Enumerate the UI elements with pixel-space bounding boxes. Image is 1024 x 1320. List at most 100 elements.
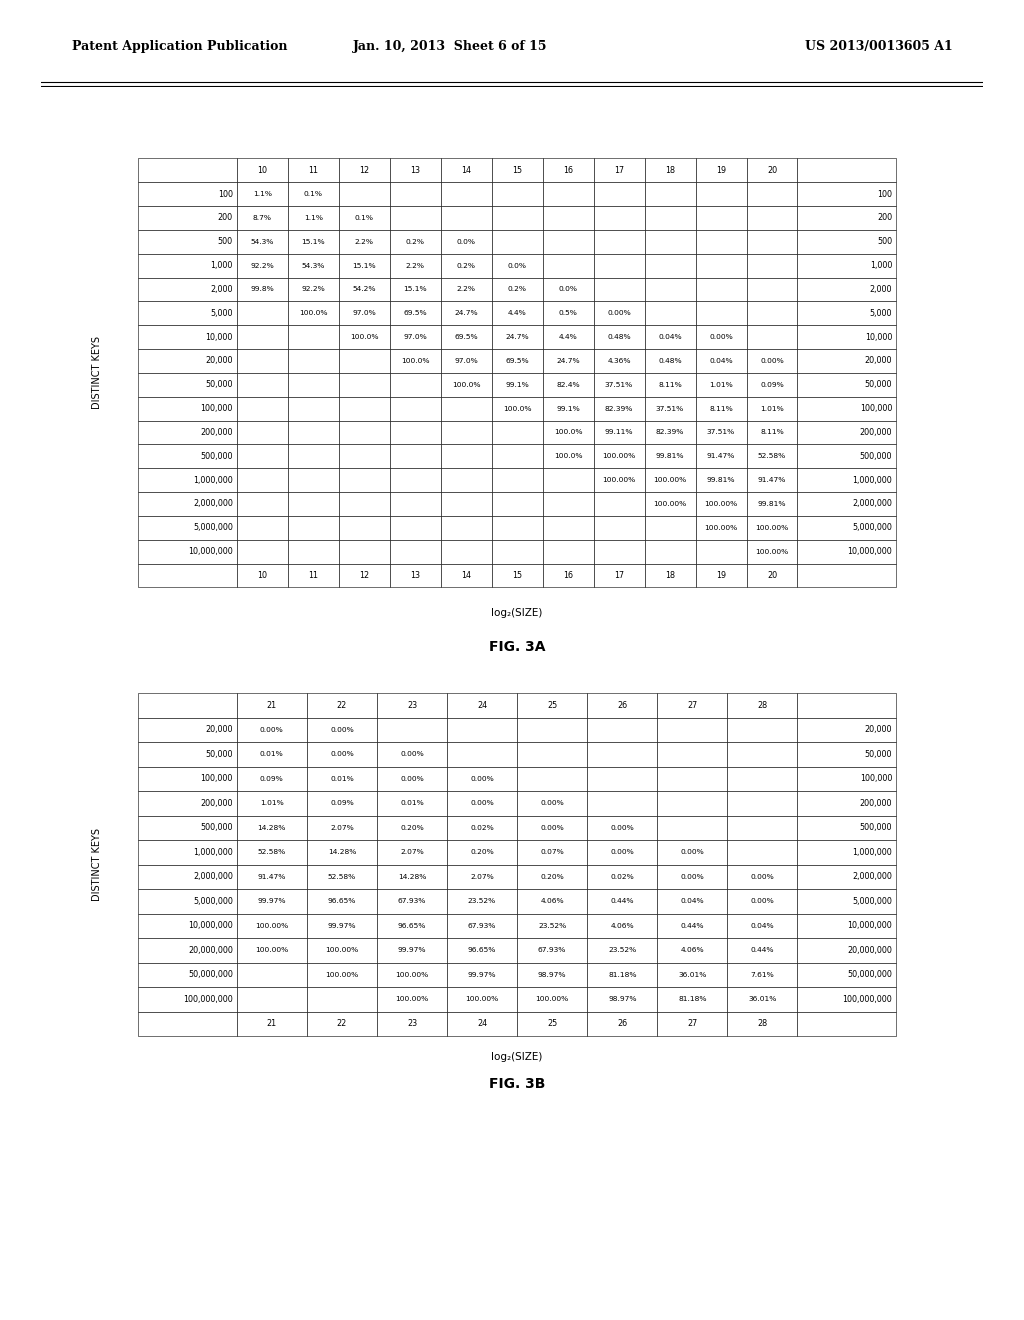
Bar [390,182,440,206]
Bar [377,962,447,987]
Text: 50,000: 50,000 [206,380,233,389]
Text: 1.1%: 1.1% [304,215,323,220]
Bar [727,693,798,718]
Bar [746,564,798,587]
Text: 99.8%: 99.8% [250,286,274,293]
Bar [657,742,727,767]
Text: 100.00%: 100.00% [326,972,358,978]
Text: 1,000: 1,000 [869,261,892,271]
Text: US 2013/0013605 A1: US 2013/0013605 A1 [805,40,952,53]
Text: 100.00%: 100.00% [705,502,737,507]
Text: 15.1%: 15.1% [301,239,325,244]
Bar [746,348,798,372]
Bar [138,445,237,469]
Text: 99.97%: 99.97% [258,899,286,904]
Bar [798,421,896,445]
Bar [447,791,517,816]
Text: 81.18%: 81.18% [678,997,707,1002]
Bar [440,348,492,372]
Bar [138,230,237,253]
Text: 10,000,000: 10,000,000 [188,921,233,931]
Text: 99.81%: 99.81% [655,453,684,459]
Text: 0.09%: 0.09% [330,800,353,807]
Text: 200,000: 200,000 [201,428,233,437]
Bar [798,791,896,816]
Bar [644,492,695,516]
Text: 25: 25 [547,701,557,710]
Bar [138,840,237,865]
Text: 0.00%: 0.00% [681,874,705,880]
Bar [798,325,896,348]
Bar [492,397,543,421]
Text: 96.65%: 96.65% [468,948,497,953]
Text: 100.00%: 100.00% [536,997,568,1002]
Bar [447,987,517,1011]
Bar [492,158,543,182]
Text: 100: 100 [218,190,233,198]
Bar [440,492,492,516]
Bar [594,469,644,492]
Bar [594,397,644,421]
Bar [440,421,492,445]
Text: 2.07%: 2.07% [400,849,424,855]
Bar [138,348,237,372]
Bar [138,564,237,587]
Bar [237,492,288,516]
Text: 82.4%: 82.4% [556,381,580,388]
Bar [492,206,543,230]
Bar [138,516,237,540]
Text: 67.93%: 67.93% [468,923,497,929]
Text: 0.44%: 0.44% [681,923,705,929]
Text: 92.2%: 92.2% [301,286,325,293]
Bar [440,372,492,397]
Bar [798,742,896,767]
Text: 2,000,000: 2,000,000 [194,873,233,882]
Bar [138,1011,237,1036]
Bar [594,206,644,230]
Bar [798,469,896,492]
Text: 20,000: 20,000 [206,356,233,366]
Bar [798,277,896,301]
Bar [657,865,727,890]
Bar [594,253,644,277]
Bar [307,1011,377,1036]
Bar [543,540,594,564]
Text: 100.00%: 100.00% [395,972,429,978]
Text: 18: 18 [665,166,675,174]
Bar [594,372,644,397]
Bar [440,182,492,206]
Text: 0.00%: 0.00% [681,849,705,855]
Text: 0.48%: 0.48% [607,334,631,341]
Text: DISTINCT KEYS: DISTINCT KEYS [91,828,101,902]
Bar [657,939,727,962]
Text: 92.2%: 92.2% [250,263,274,269]
Bar [390,540,440,564]
Text: 99.1%: 99.1% [556,405,580,412]
Text: 0.0%: 0.0% [508,263,526,269]
Bar [657,987,727,1011]
Text: 2,000,000: 2,000,000 [852,499,892,508]
Text: Jan. 10, 2013  Sheet 6 of 15: Jan. 10, 2013 Sheet 6 of 15 [353,40,548,53]
Bar [339,230,390,253]
Bar [339,540,390,564]
Text: 20,000: 20,000 [864,725,892,734]
Text: 0.00%: 0.00% [710,334,733,341]
Bar [390,158,440,182]
Text: 99.81%: 99.81% [707,477,735,483]
Text: 10: 10 [257,166,267,174]
Bar [644,230,695,253]
Text: 22: 22 [337,701,347,710]
Bar [587,865,657,890]
Bar [543,158,594,182]
Text: 23: 23 [407,701,417,710]
Bar [288,397,339,421]
Text: 25: 25 [547,1019,557,1028]
Bar [138,540,237,564]
Text: 500,000: 500,000 [860,824,892,833]
Bar [339,325,390,348]
Text: 0.2%: 0.2% [457,263,475,269]
Text: 100.00%: 100.00% [756,549,788,554]
Bar [517,767,587,791]
Bar [237,1011,307,1036]
Bar [746,230,798,253]
